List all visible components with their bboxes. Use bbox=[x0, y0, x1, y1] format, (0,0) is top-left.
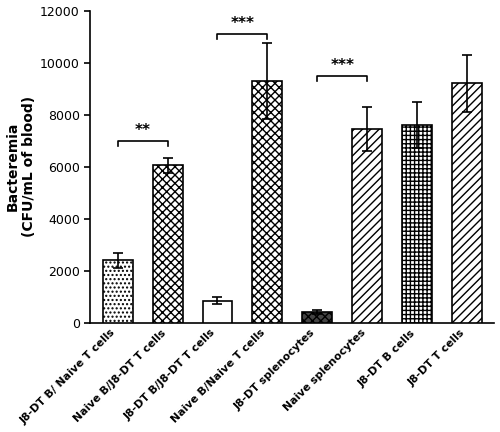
Bar bbox=[302, 312, 332, 323]
Bar bbox=[252, 81, 282, 323]
Text: ***: *** bbox=[330, 58, 354, 73]
Bar bbox=[102, 260, 132, 323]
Text: **: ** bbox=[134, 123, 150, 138]
Text: ***: *** bbox=[230, 16, 254, 32]
Bar bbox=[152, 165, 182, 323]
Bar bbox=[402, 125, 432, 323]
Bar bbox=[352, 129, 382, 323]
Bar bbox=[202, 301, 232, 323]
Bar bbox=[452, 83, 482, 323]
Y-axis label: Bacteremia
(CFU/mL of blood): Bacteremia (CFU/mL of blood) bbox=[6, 96, 36, 237]
